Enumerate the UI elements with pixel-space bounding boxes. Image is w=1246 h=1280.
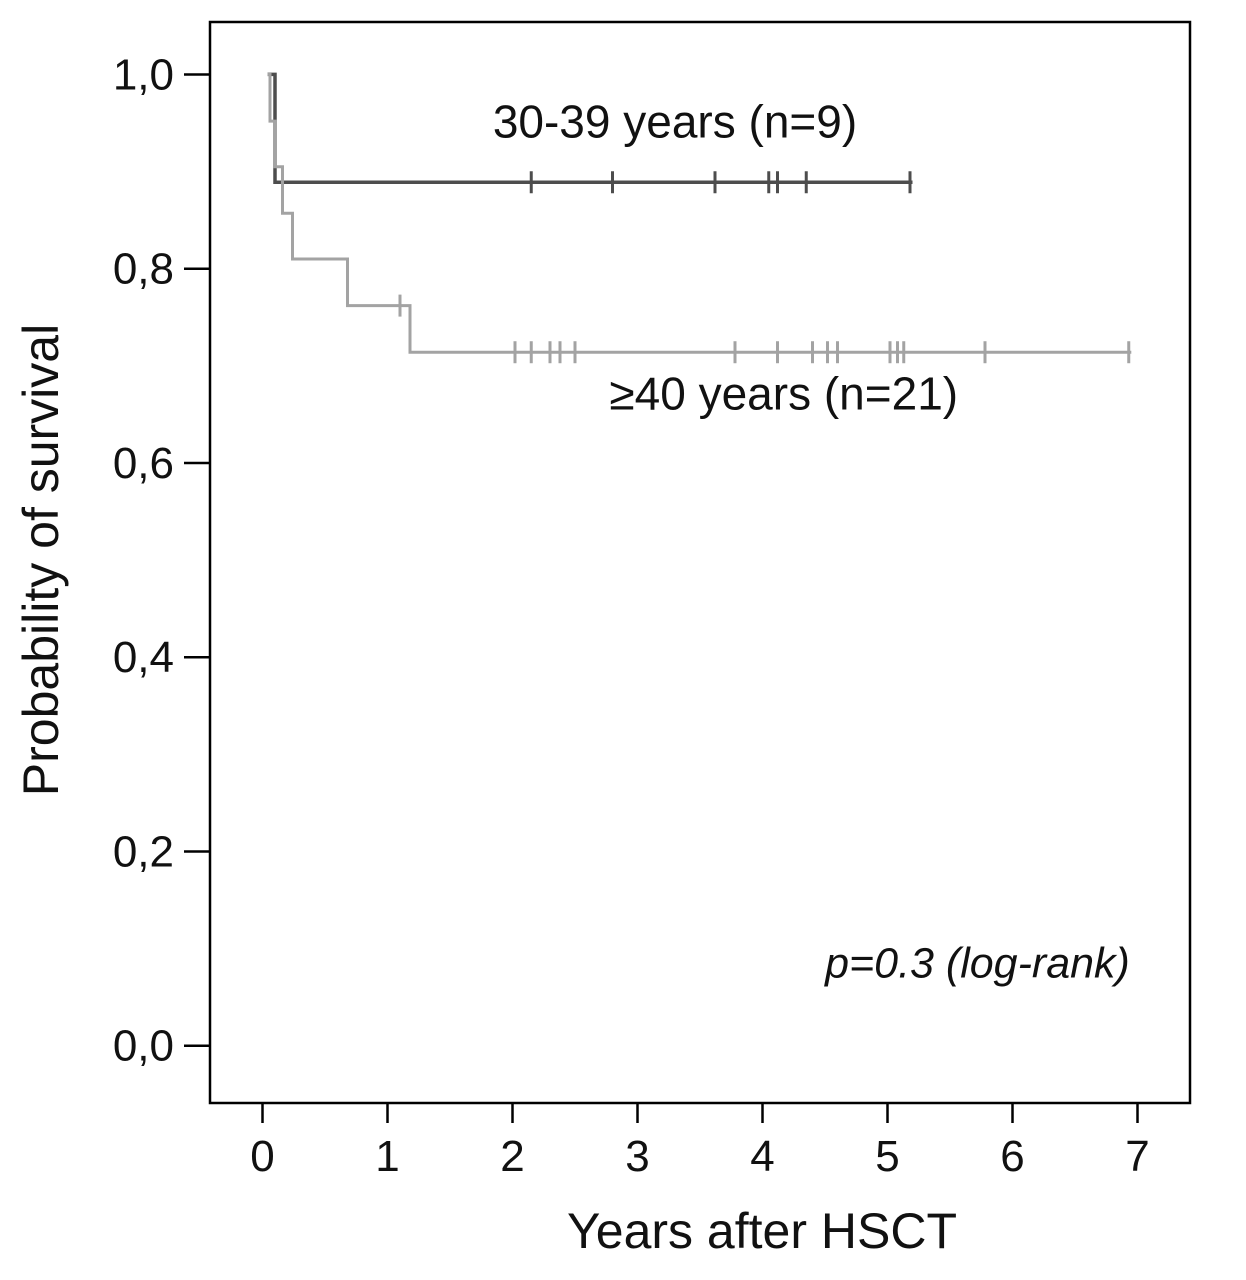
y-tick-label: 0,4 [113, 633, 174, 682]
x-tick-label: 3 [625, 1132, 649, 1181]
y-tick-label: 0,8 [113, 245, 174, 294]
y-tick-label: 0,6 [113, 439, 174, 488]
x-tick-label: 0 [250, 1132, 274, 1181]
plot-border [208, 20, 1192, 1105]
y-tick-label: 0,2 [113, 827, 174, 876]
y-tick-label: 1,0 [113, 50, 174, 99]
series-label-1: ≥40 years (n=21) [609, 368, 958, 420]
x-tick-label: 4 [750, 1132, 774, 1181]
x-axis-title: Years after HSCT [567, 1203, 957, 1259]
x-tick-label: 2 [500, 1132, 524, 1181]
plot-layer: 0 1 2 3 4 5 6 7 0,0 0,2 0,4 0,6 0,8 1,0 30-39 years (n… [113, 20, 1192, 1181]
x-tick-label: 7 [1125, 1132, 1149, 1181]
x-tick-label: 1 [375, 1132, 399, 1181]
p-value-annotation: p=0.3 (log-rank) [823, 940, 1130, 988]
y-tick-label: 0,0 [113, 1022, 174, 1071]
series-label-0: 30-39 years (n=9) [493, 96, 857, 148]
x-tick-label: 6 [1000, 1132, 1024, 1181]
y-axis-title: Probability of survival [13, 324, 69, 796]
x-tick-label: 5 [875, 1132, 899, 1181]
